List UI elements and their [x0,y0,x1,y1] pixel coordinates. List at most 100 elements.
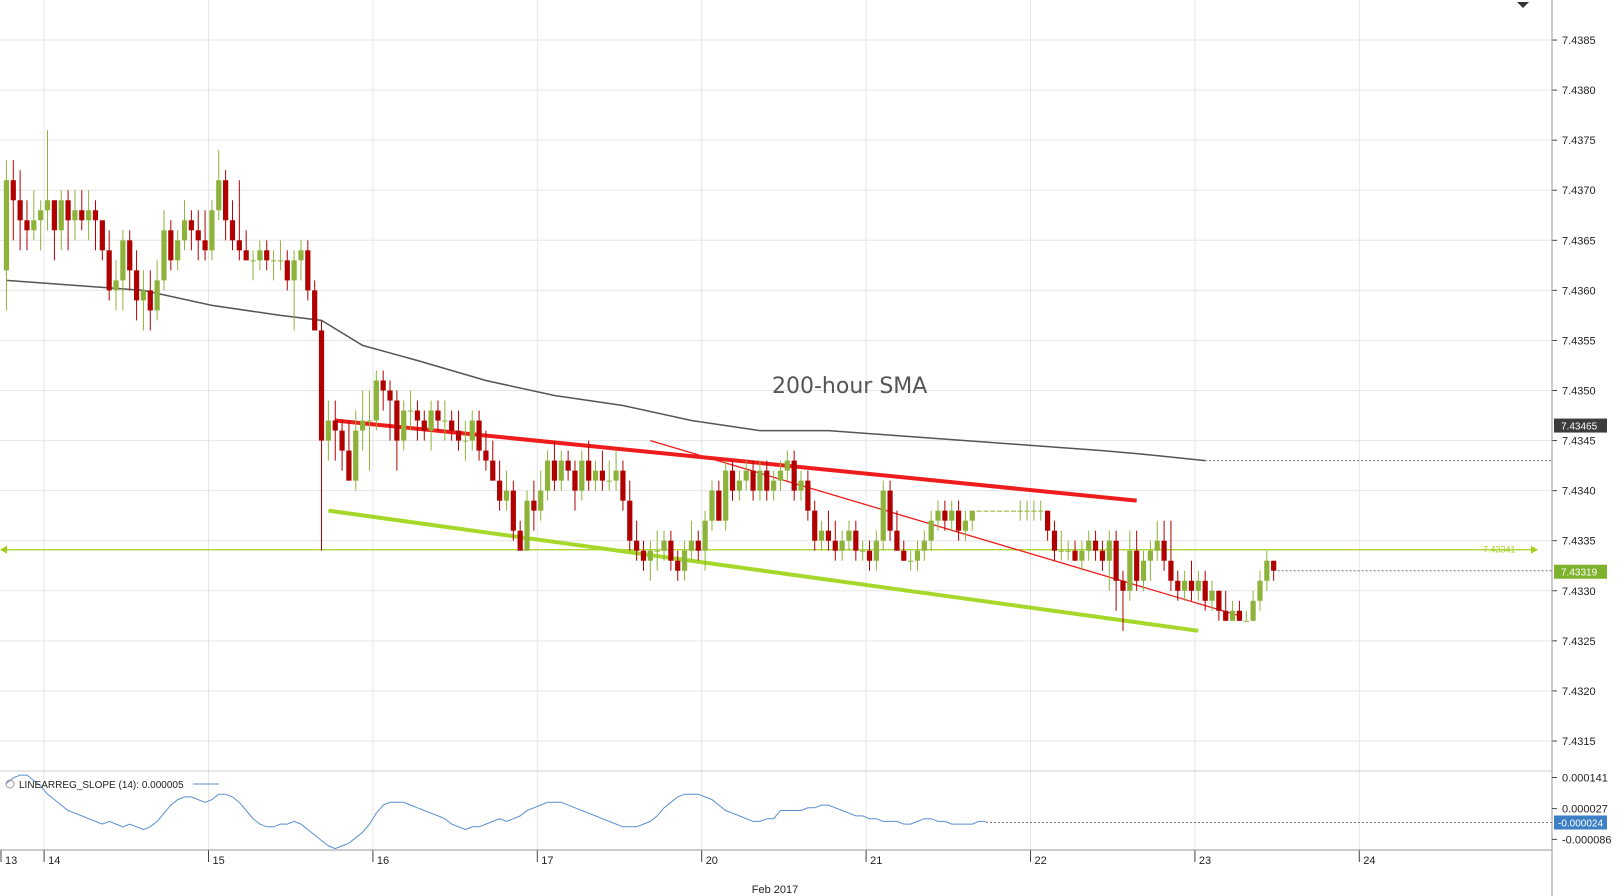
day-tick-label: 24 [1363,855,1375,867]
candle-body [1243,620,1249,622]
price-tick-label: 7.4355 [1562,335,1596,347]
candle-body [1154,540,1160,551]
candle-body [421,420,427,431]
candle-body [894,530,900,551]
candle-body [969,510,975,521]
candle-body [1195,580,1201,591]
candle-body [572,470,578,491]
candle-body [51,200,57,231]
level-right-arrow-icon [1531,545,1538,554]
candle-body [640,550,647,561]
candle-body [510,490,516,531]
price-tick-label: 7.4315 [1562,736,1596,748]
candle-body [127,240,133,271]
candle-body [908,560,914,562]
indicator-tick-label: 0.000027 [1562,804,1608,816]
candle-body [558,460,564,481]
candle-body [538,490,544,511]
candle-body [531,500,537,511]
candle-body [586,460,592,481]
sma-line [6,279,1206,462]
candle-body [675,560,681,571]
candle-body [1168,560,1174,581]
candle-body [407,410,414,412]
candle-body [284,260,290,281]
candle-body [181,220,188,241]
candle-body [332,420,338,431]
candle-body [599,470,605,481]
candle-body [216,180,222,211]
candle-body [120,240,126,281]
candle-body [914,550,921,561]
candle-body [175,240,181,261]
candle-body [353,430,359,481]
candle-body [414,410,421,421]
price-tick-label: 7.4345 [1562,436,1596,448]
candle-body [654,550,660,552]
candle-body [339,430,345,451]
candle-body [709,490,715,521]
candle-body [188,220,194,231]
candle-body [818,530,825,541]
candle-body [65,200,71,221]
candle-body [771,480,777,491]
candle-body [880,490,886,541]
candle-body [791,460,797,491]
level-left-arrow-icon [0,545,7,554]
day-tick-label: 22 [1035,855,1047,867]
candle-body [346,450,352,481]
candle-body [325,420,331,441]
candle-body [983,510,989,512]
candle-body [716,490,722,521]
candles-group [3,130,1552,631]
candle-body [435,410,441,421]
candle-body [106,250,112,291]
candle-body [1086,540,1092,551]
price-tick-label: 7.4320 [1562,686,1596,698]
candle-body [1161,540,1167,561]
candle-body [483,450,489,461]
price-tag-label: 7.43465 [1561,422,1598,433]
day-tick-label: 23 [1199,855,1211,867]
candle-body [366,420,373,422]
candle-body [44,200,51,211]
candle-body [702,520,708,551]
candle-body [3,180,10,271]
candle-body [866,550,873,561]
candle-body [1038,510,1044,512]
candle-body [401,410,407,441]
candle-body [839,540,845,551]
candle-body [949,510,955,521]
candle-body [729,470,736,491]
candle-body [373,380,379,421]
candle-body [223,180,229,221]
indicator-tick-label: 0.000141 [1562,773,1608,785]
candle-body [1024,510,1030,512]
candle-body [24,220,30,231]
candle-body [1051,530,1058,551]
candle-body [736,480,742,491]
price-tick-label: 7.4330 [1562,586,1596,598]
candle-body [147,290,153,311]
candle-body [757,470,763,491]
candle-body [832,540,838,551]
candle-body [613,470,619,481]
candle-body [497,480,503,501]
candle-body [695,540,701,551]
candle-body [853,530,859,551]
candle-body [264,250,270,261]
indicator-tick-label: -0.000086 [1562,834,1612,846]
candle-body [750,470,756,491]
candle-body [935,510,941,521]
candle-body [17,200,23,221]
candle-body [394,400,400,441]
x-axis-caption: Feb 2017 [752,884,798,896]
candle-body [1182,580,1188,591]
candle-body [387,390,393,401]
candle-body [305,250,311,291]
candle-body [997,510,1003,512]
candle-body [99,220,105,251]
price-tick-label: 7.4365 [1562,235,1596,247]
